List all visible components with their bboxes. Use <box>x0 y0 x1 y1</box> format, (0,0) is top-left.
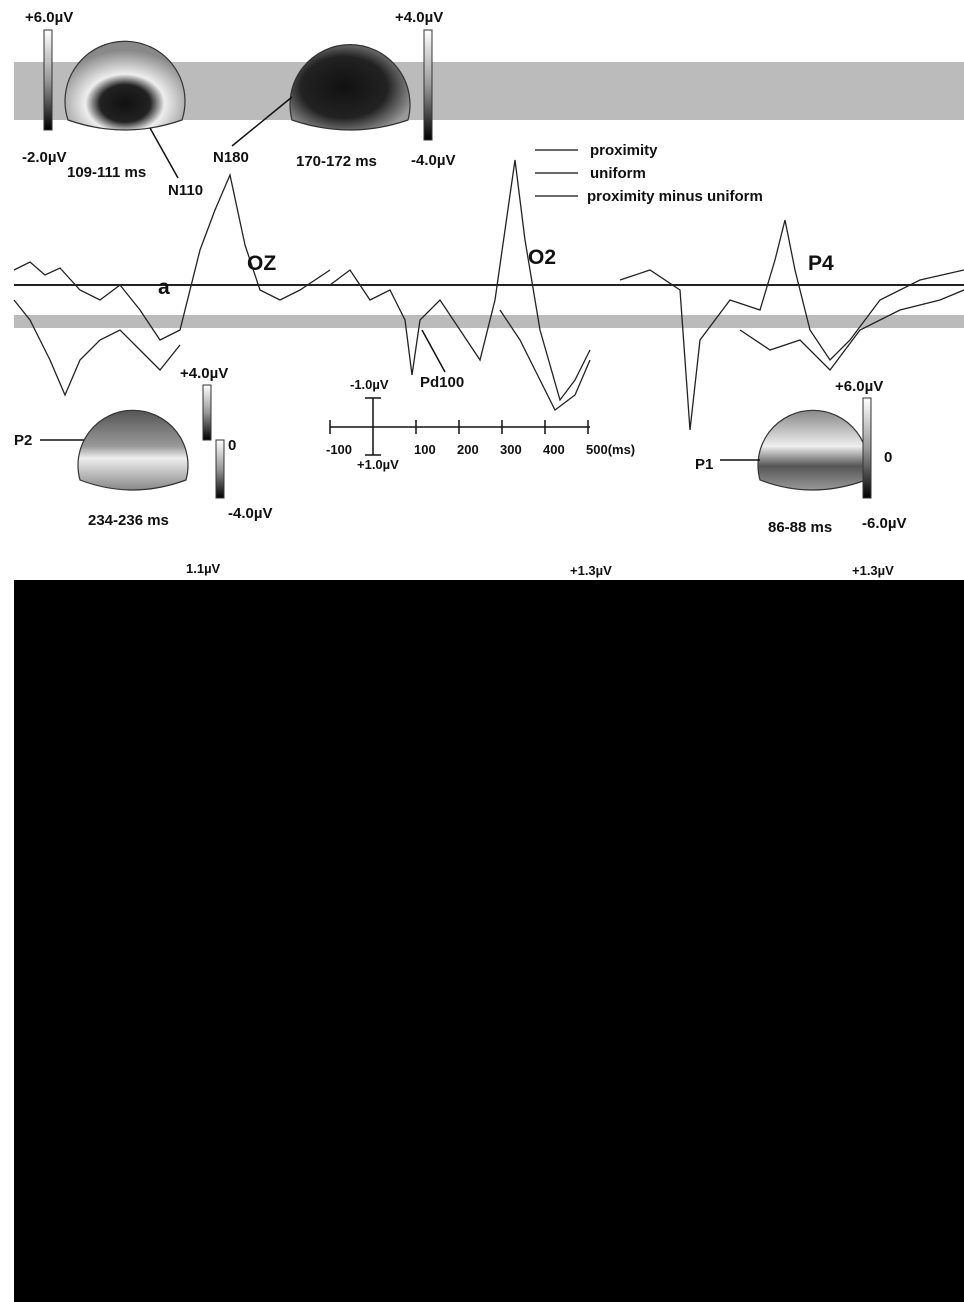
scale-tick: 500(ms) <box>586 442 635 457</box>
scale-tick: -100 <box>326 442 352 457</box>
bottom-row-label: +1.3µV <box>852 563 894 578</box>
electrode-label: O2 <box>528 246 556 269</box>
colorbar-max: +4.0µV <box>180 365 228 382</box>
bottom-row-label: 1.1µV <box>186 561 221 576</box>
colorbar-min: -4.0µV <box>411 152 456 169</box>
colorbar-min: -4.0µV <box>228 505 273 522</box>
colorbar-min: -2.0µV <box>22 149 67 166</box>
electrode-label: P4 <box>808 252 834 275</box>
scale-tick: 400 <box>543 442 565 457</box>
component-label: N110 <box>168 182 203 199</box>
scale-label: +1.0µV <box>357 457 399 472</box>
colorbar-min: -6.0µV <box>862 515 907 532</box>
waveforms <box>14 160 964 430</box>
time-window: 170-172 ms <box>296 153 377 170</box>
component-label: P1 <box>695 456 713 473</box>
panel-label: a <box>158 276 170 299</box>
time-window: 109-111 ms <box>67 164 146 181</box>
colorbar-max: +4.0µV <box>395 9 443 26</box>
legend-label: proximity <box>590 142 658 159</box>
electrode-label: OZ <box>247 252 276 275</box>
figure: proximity uniform proximity minus unifor… <box>0 0 964 1302</box>
component-label: P2 <box>14 432 32 449</box>
annotation: Pd100 <box>420 374 464 391</box>
legend-label: proximity minus uniform <box>587 188 763 205</box>
scale-label: -1.0µV <box>350 377 389 392</box>
scale-tick: 300 <box>500 442 522 457</box>
colorbar-zero: 0 <box>228 437 236 454</box>
bottom-row-label: +1.3µV <box>570 563 612 578</box>
time-window: 86-88 ms <box>768 519 832 536</box>
legend-label: uniform <box>590 165 646 182</box>
occluded-region <box>14 580 964 1302</box>
colorbar-zero: 0 <box>884 449 892 466</box>
scale-tick: 100 <box>414 442 436 457</box>
colorbar-max: +6.0µV <box>25 9 73 26</box>
time-window: 234-236 ms <box>88 512 169 529</box>
legend <box>535 150 578 196</box>
scale-tick: 200 <box>457 442 479 457</box>
colorbar-max: +6.0µV <box>835 378 883 395</box>
component-label: N180 <box>213 149 249 166</box>
